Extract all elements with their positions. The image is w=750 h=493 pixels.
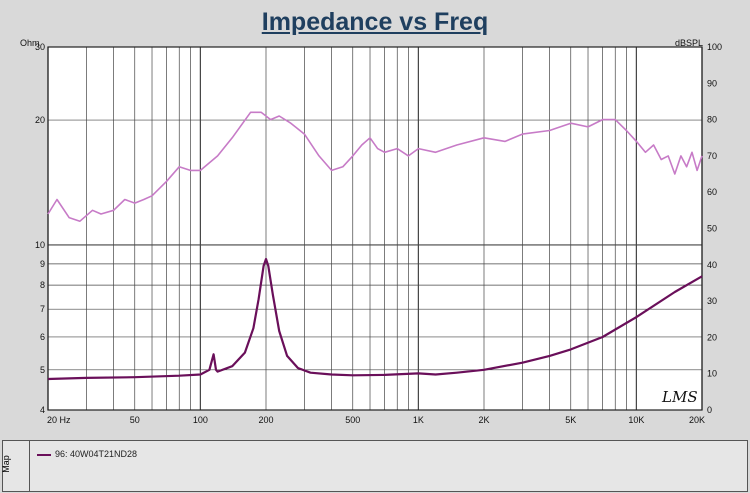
x-tick-label: 5K [565, 415, 576, 425]
right-tick-label: 80 [707, 115, 717, 125]
impedance-curve [47, 257, 703, 381]
left-tick-label: 4 [40, 405, 45, 415]
right-tick-label: 100 [707, 42, 722, 52]
plot-area [48, 47, 702, 410]
right-tick-label: 20 [707, 332, 717, 342]
legend-tab-label: Map [0, 455, 11, 473]
left-tick-label: 8 [40, 280, 45, 290]
x-tick-label: 20 Hz [47, 415, 71, 425]
right-axis-label: dBSPL [675, 38, 703, 48]
x-tick-label: 200 [258, 415, 273, 425]
axis-ticks: 4 5 6 7 8 9 10 20 30 0 10 20 30 40 50 60 70 80 90 100 20 Hz 5… [35, 42, 722, 425]
x-tick-label: 20K [689, 415, 705, 425]
spl-curve [47, 111, 703, 222]
legend-panel: Map 96: 40W04T21ND28 [0, 440, 748, 492]
right-tick-label: 40 [707, 260, 717, 270]
left-tick-label: 5 [40, 365, 45, 375]
left-tick-label: 9 [40, 259, 45, 269]
left-tick-label: 20 [35, 115, 45, 125]
right-tick-label: 70 [707, 151, 717, 161]
right-tick-label: 60 [707, 187, 717, 197]
right-tick-label: 90 [707, 78, 717, 88]
left-tick-label: 7 [40, 304, 45, 314]
chart-title: Impedance vs Freq [261, 8, 489, 36]
x-tick-label: 500 [345, 415, 360, 425]
legend-entry: 96: 40W04T21ND28 [37, 449, 137, 459]
right-tick-label: 30 [707, 296, 717, 306]
legend-entry-label: 96: 40W04T21ND28 [55, 449, 138, 459]
x-tick-label: 100 [193, 415, 208, 425]
x-tick-label: 10K [628, 415, 644, 425]
plot-grid [47, 46, 703, 411]
right-tick-label: 50 [707, 224, 717, 234]
x-tick-label: 1K [413, 415, 424, 425]
left-tick-label: 30 [35, 42, 45, 52]
plot-border [47, 46, 703, 411]
legend-tab[interactable]: Map [0, 441, 30, 491]
left-axis-label: Ohm [20, 38, 40, 48]
x-tick-label: 2K [478, 415, 489, 425]
left-tick-label: 6 [40, 332, 45, 342]
right-tick-label: 10 [707, 369, 717, 379]
series-layer [47, 111, 703, 381]
legend-swatch [37, 453, 51, 456]
left-tick-label: 10 [35, 240, 45, 250]
right-tick-label: 0 [707, 405, 712, 415]
lms-watermark: LMS [661, 388, 698, 406]
x-tick-label: 50 [130, 415, 140, 425]
